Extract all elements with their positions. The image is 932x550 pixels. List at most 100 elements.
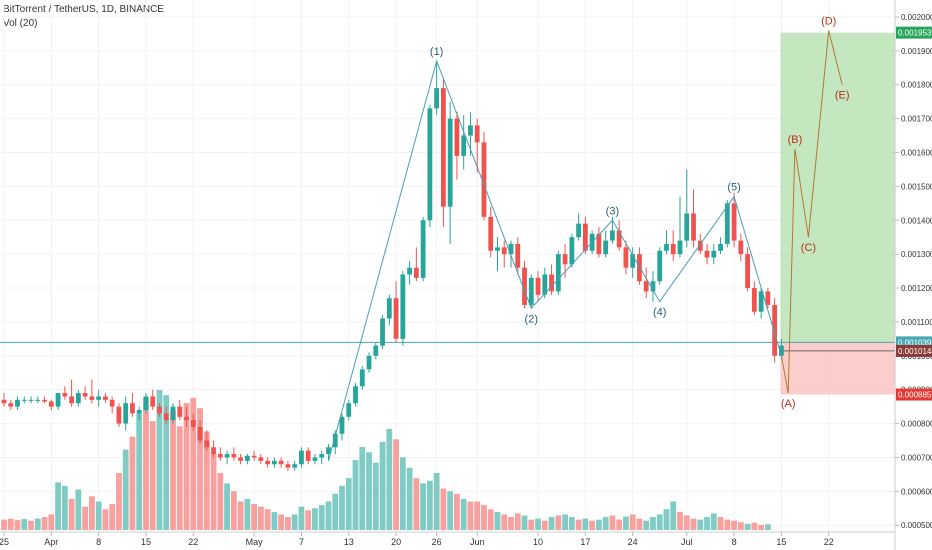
- candle-body[interactable]: [28, 399, 34, 401]
- target-zone[interactable]: [780, 32, 895, 343]
- candle-body[interactable]: [319, 454, 325, 458]
- candle-body[interactable]: [305, 450, 311, 461]
- candle-body[interactable]: [765, 291, 771, 305]
- candle-body[interactable]: [576, 223, 581, 238]
- candle-body[interactable]: [35, 399, 41, 401]
- candle-body[interactable]: [82, 393, 88, 397]
- candle-body[interactable]: [96, 396, 102, 400]
- candle-body[interactable]: [643, 281, 649, 292]
- candle-body[interactable]: [359, 369, 365, 387]
- candle-body[interactable]: [549, 274, 554, 292]
- candle-body[interactable]: [393, 298, 399, 339]
- candle-body[interactable]: [488, 216, 494, 251]
- candle-body[interactable]: [251, 455, 257, 458]
- candle-body[interactable]: [48, 401, 54, 407]
- candle-body[interactable]: [278, 460, 284, 465]
- candle-body[interactable]: [522, 267, 527, 305]
- candle-body[interactable]: [143, 396, 149, 411]
- candle-body[interactable]: [136, 410, 142, 414]
- candle-body[interactable]: [779, 345, 784, 356]
- candle-body[interactable]: [515, 243, 521, 268]
- candle-body[interactable]: [42, 399, 47, 402]
- candle-body[interactable]: [373, 345, 379, 356]
- candle-body[interactable]: [312, 457, 318, 461]
- candle-body[interactable]: [15, 399, 20, 407]
- candle-body[interactable]: [197, 426, 203, 441]
- candle-body[interactable]: [157, 406, 162, 414]
- candle-body[interactable]: [603, 240, 609, 255]
- candle-body[interactable]: [190, 420, 196, 427]
- candle-body[interactable]: [447, 118, 453, 207]
- candle-body[interactable]: [731, 203, 737, 241]
- candle-body[interactable]: [400, 274, 406, 339]
- candle-body[interactable]: [582, 223, 588, 251]
- candle-body[interactable]: [89, 396, 95, 400]
- candle-body[interactable]: [542, 274, 548, 295]
- candle-body[interactable]: [265, 460, 271, 465]
- candle-body[interactable]: [562, 254, 568, 265]
- candle-body[interactable]: [718, 243, 723, 251]
- candle-body[interactable]: [441, 88, 446, 207]
- candle-body[interactable]: [684, 213, 690, 241]
- candle-body[interactable]: [427, 108, 433, 221]
- candle-body[interactable]: [366, 355, 372, 370]
- candle-body[interactable]: [339, 416, 345, 434]
- candle-body[interactable]: [434, 88, 440, 109]
- candle-body[interactable]: [528, 277, 534, 305]
- candle-body[interactable]: [238, 457, 243, 461]
- candle-body[interactable]: [738, 240, 744, 255]
- candle-body[interactable]: [211, 447, 216, 455]
- candle-body[interactable]: [407, 267, 412, 275]
- candle-body[interactable]: [69, 396, 74, 404]
- candle-body[interactable]: [123, 403, 129, 424]
- candle-body[interactable]: [508, 243, 514, 255]
- candle-body[interactable]: [751, 288, 757, 312]
- candle-body[interactable]: [62, 393, 68, 397]
- candle-body[interactable]: [724, 203, 730, 244]
- candle-body[interactable]: [481, 142, 487, 217]
- candle-body[interactable]: [170, 406, 176, 421]
- candle-body[interactable]: [224, 454, 230, 458]
- candle-body[interactable]: [244, 455, 250, 461]
- candle-body[interactable]: [346, 403, 352, 417]
- candle-body[interactable]: [8, 403, 14, 407]
- candle-body[interactable]: [745, 254, 750, 289]
- candle-body[interactable]: [501, 247, 507, 255]
- candle-body[interactable]: [292, 464, 298, 468]
- candle-body[interactable]: [697, 240, 703, 251]
- candle-body[interactable]: [616, 230, 622, 248]
- candle-body[interactable]: [332, 433, 338, 448]
- candle-body[interactable]: [474, 125, 480, 143]
- candle-body[interactable]: [258, 457, 264, 461]
- candle-body[interactable]: [353, 386, 358, 404]
- candle-body[interactable]: [772, 304, 778, 356]
- candle-body[interactable]: [231, 454, 237, 458]
- candle-body[interactable]: [130, 403, 135, 414]
- candle-body[interactable]: [55, 393, 61, 407]
- candle-body[interactable]: [21, 399, 27, 401]
- candle-body[interactable]: [657, 250, 663, 282]
- candle-body[interactable]: [610, 230, 615, 241]
- candle-body[interactable]: [177, 406, 183, 417]
- candle-body[interactable]: [326, 447, 331, 455]
- candle-body[interactable]: [664, 243, 669, 251]
- candle-body[interactable]: [650, 281, 656, 292]
- candle-body[interactable]: [454, 118, 460, 156]
- candle-body[interactable]: [630, 254, 636, 268]
- candle-body[interactable]: [535, 277, 541, 295]
- candle-body[interactable]: [163, 413, 169, 421]
- candle-body[interactable]: [468, 125, 473, 136]
- candle-body[interactable]: [380, 318, 385, 346]
- candle-body[interactable]: [596, 233, 602, 255]
- projection-wave-line[interactable]: [780, 30, 843, 394]
- candle-body[interactable]: [109, 399, 115, 407]
- candle-body[interactable]: [691, 213, 696, 241]
- candle-body[interactable]: [413, 267, 419, 278]
- candle-body[interactable]: [758, 291, 764, 312]
- candle-body[interactable]: [495, 247, 500, 251]
- candle-body[interactable]: [299, 450, 304, 465]
- candle-body[interactable]: [555, 254, 561, 292]
- candle-body[interactable]: [670, 243, 676, 255]
- candle-body[interactable]: [677, 240, 683, 255]
